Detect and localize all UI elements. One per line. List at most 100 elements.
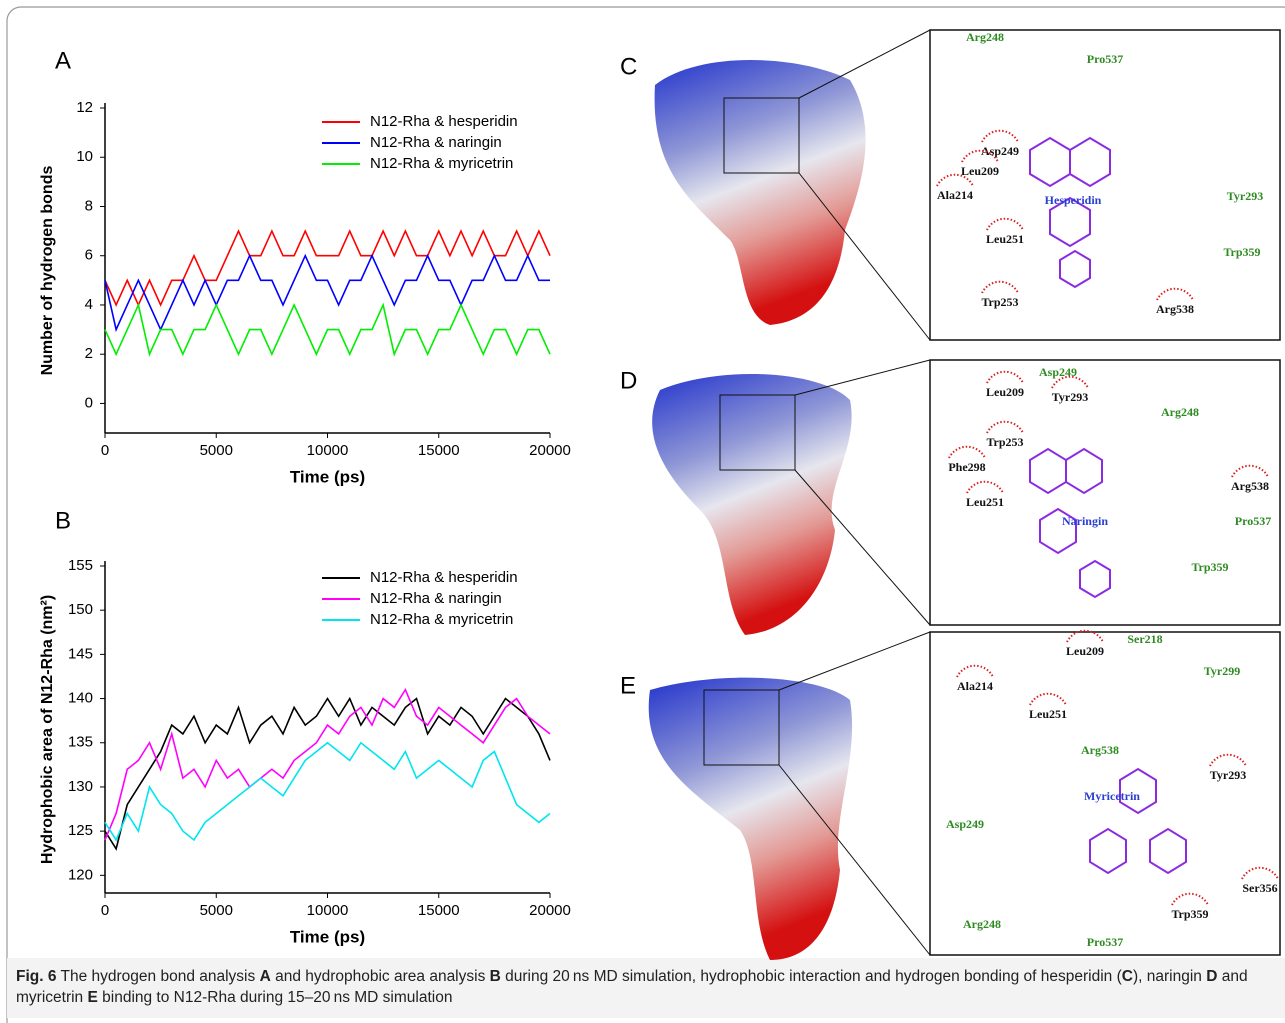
legend-label: N12-Rha & myricetrin bbox=[370, 155, 513, 172]
y-tick-label: 10 bbox=[76, 148, 93, 165]
legend-label: N12-Rha & naringin bbox=[370, 134, 502, 151]
ligand-name: Myricetrin bbox=[1084, 789, 1140, 803]
residue-label: Asp249 bbox=[981, 144, 1019, 158]
y-axis-label: Hydrophobic area of N12-Rha (nm²) bbox=[39, 595, 56, 864]
residue-label: Arg538 bbox=[1081, 743, 1119, 757]
residue-label: Arg538 bbox=[1156, 302, 1194, 316]
x-tick-label: 15000 bbox=[418, 442, 460, 459]
residue-label: Arg248 bbox=[963, 917, 1001, 931]
x-axis-label: Time (ps) bbox=[290, 467, 365, 486]
panel-label: C bbox=[620, 53, 637, 80]
caption-text: ), naringin bbox=[1132, 968, 1207, 985]
residue-label: Tyr293 bbox=[1227, 189, 1263, 203]
y-tick-label: 150 bbox=[68, 601, 93, 618]
y-tick-label: 155 bbox=[68, 557, 93, 574]
hydrophobic-arc bbox=[1066, 629, 1104, 643]
caption-text: binding to N12-Rha during 15–20 ns MD si… bbox=[97, 989, 453, 1006]
hydrophobic-arc bbox=[1209, 753, 1247, 767]
residue-label: Leu209 bbox=[961, 164, 999, 178]
x-tick-label: 5000 bbox=[200, 442, 233, 459]
x-tick-label: 10000 bbox=[307, 442, 349, 459]
caption-ref: C bbox=[1121, 968, 1133, 985]
caption-ref: B bbox=[489, 968, 501, 985]
residue-label: Leu251 bbox=[986, 232, 1024, 246]
y-axis-label: Number of hydrogen bonds bbox=[39, 166, 56, 376]
hydrophobic-arc bbox=[1171, 892, 1209, 906]
panel-label: B bbox=[55, 507, 71, 534]
y-tick-label: 135 bbox=[68, 734, 93, 751]
y-tick-label: 125 bbox=[68, 822, 93, 839]
caption-fig: Fig. 6 bbox=[16, 968, 57, 985]
y-tick-label: 12 bbox=[76, 99, 93, 116]
ligand-sketches bbox=[1029, 136, 1187, 875]
x-axis-label: Time (ps) bbox=[290, 927, 365, 946]
y-tick-label: 140 bbox=[68, 690, 93, 707]
series-line bbox=[104, 696, 551, 851]
caption-text: and myricetrin bbox=[16, 968, 1248, 1006]
y-tick-label: 145 bbox=[68, 645, 93, 662]
legend-label: N12-Rha & hesperidin bbox=[370, 569, 518, 586]
residue-label: Phe298 bbox=[948, 460, 985, 474]
y-tick-label: 6 bbox=[85, 247, 93, 264]
residue-label: Tyr293 bbox=[1052, 390, 1088, 404]
caption: Fig. 6 The hydrogen bond analysis A and … bbox=[16, 966, 1271, 1008]
residue-label: Ser218 bbox=[1127, 632, 1162, 646]
residue-label: Pro537 bbox=[1087, 52, 1123, 66]
y-tick-label: 2 bbox=[85, 345, 93, 362]
legend-label: N12-Rha & naringin bbox=[370, 590, 502, 607]
protein-images bbox=[648, 60, 866, 960]
residue-label: Trp359 bbox=[1223, 245, 1260, 259]
x-tick-label: 20000 bbox=[529, 902, 571, 919]
residue-label: Tyr299 bbox=[1204, 664, 1240, 678]
residue-label: Trp359 bbox=[1171, 907, 1208, 921]
hydrophobic-arc bbox=[961, 149, 999, 163]
residue-label: Leu209 bbox=[986, 385, 1024, 399]
y-tick-label: 4 bbox=[85, 296, 93, 313]
panel-label: E bbox=[620, 672, 636, 699]
caption-text: The hydrogen bond analysis bbox=[56, 968, 260, 985]
series-line bbox=[104, 741, 551, 842]
y-tick-label: 130 bbox=[68, 778, 93, 795]
residue-label: Trp253 bbox=[986, 435, 1023, 449]
hydrophobic-arc bbox=[1029, 692, 1067, 706]
hydrophobic-arc bbox=[1231, 464, 1269, 478]
residue-label: Leu209 bbox=[1066, 644, 1104, 658]
caption-band bbox=[7, 958, 1285, 1018]
hydrophobic-arc bbox=[936, 173, 974, 187]
ligand-name: Naringin bbox=[1062, 514, 1108, 528]
zoom-frames bbox=[703, 29, 1281, 956]
panel-label: A bbox=[55, 47, 71, 74]
residue-label: Arg538 bbox=[1231, 479, 1269, 493]
residue-label: Leu251 bbox=[1029, 707, 1067, 721]
series-line bbox=[104, 688, 551, 841]
panel-label: D bbox=[620, 367, 637, 394]
x-tick-label: 10000 bbox=[307, 902, 349, 919]
hydrophobic-arc bbox=[1051, 375, 1089, 389]
ligand-name: Hesperidin bbox=[1045, 193, 1102, 207]
residue-label: Ser356 bbox=[1242, 881, 1277, 895]
caption-ref: D bbox=[1206, 968, 1218, 985]
residue-label: Trp359 bbox=[1191, 560, 1228, 574]
x-tick-label: 0 bbox=[101, 902, 109, 919]
residue-label: Ala214 bbox=[937, 188, 973, 202]
residue-label: Pro537 bbox=[1087, 935, 1123, 949]
x-tick-label: 20000 bbox=[529, 442, 571, 459]
residue-label: Pro537 bbox=[1235, 514, 1271, 528]
hydrophobic-arc bbox=[986, 217, 1024, 231]
y-tick-label: 120 bbox=[68, 866, 93, 883]
figure-border bbox=[6, 6, 1285, 1023]
x-tick-label: 0 bbox=[101, 442, 109, 459]
hydrophobic-arc bbox=[981, 280, 1019, 294]
residue-label: Arg248 bbox=[966, 30, 1004, 44]
x-tick-label: 15000 bbox=[418, 902, 460, 919]
hydrophobic-arc bbox=[981, 129, 1019, 143]
hydrophobic-arc bbox=[966, 480, 1004, 494]
y-tick-label: 0 bbox=[85, 394, 93, 411]
residue-label: Tyr293 bbox=[1210, 768, 1246, 782]
residue-label: Ala214 bbox=[957, 679, 993, 693]
series-line bbox=[104, 253, 550, 333]
residue-label: Leu251 bbox=[966, 495, 1004, 509]
hydrophobic-arc bbox=[1156, 287, 1194, 301]
caption-ref: E bbox=[87, 989, 98, 1006]
